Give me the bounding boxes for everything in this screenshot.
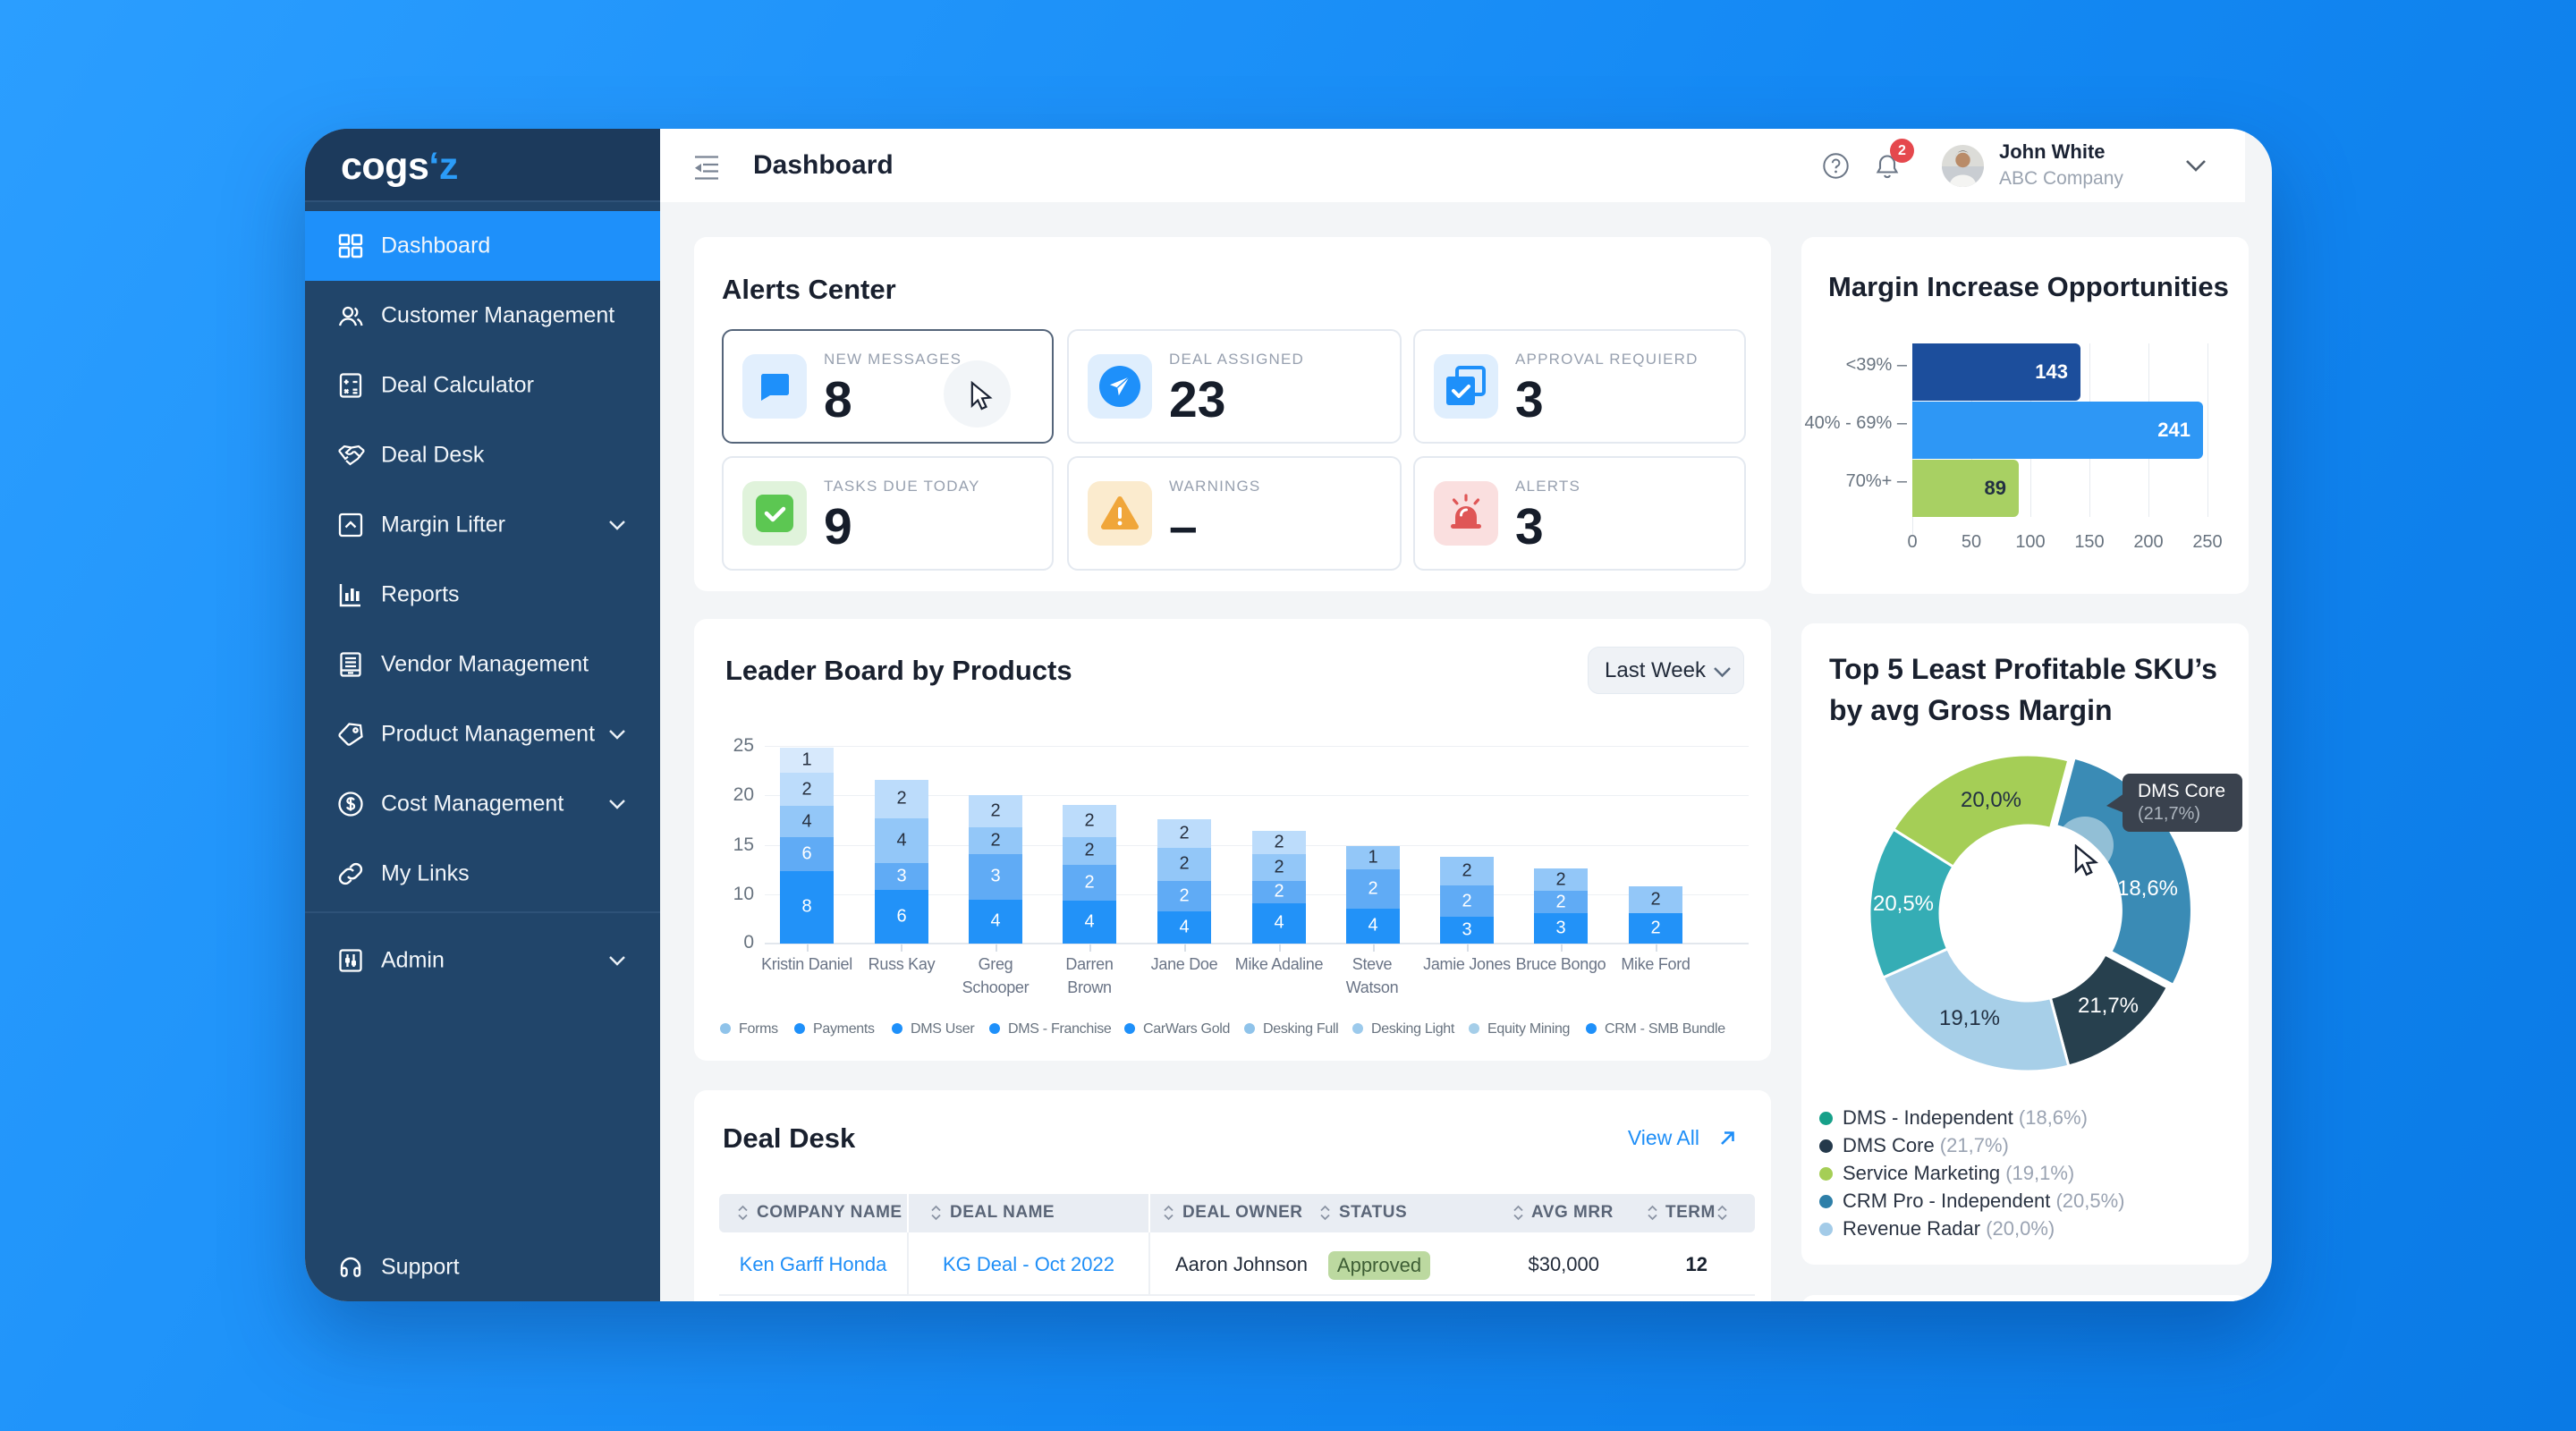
svg-text:21,7%: 21,7% bbox=[2078, 994, 2139, 1018]
svg-text:19,1%: 19,1% bbox=[1939, 1006, 2000, 1030]
svg-text:20,5%: 20,5% bbox=[1873, 892, 1934, 916]
svg-text:20,0%: 20,0% bbox=[1961, 788, 2021, 812]
svg-text:18,6%: 18,6% bbox=[2117, 876, 2178, 901]
